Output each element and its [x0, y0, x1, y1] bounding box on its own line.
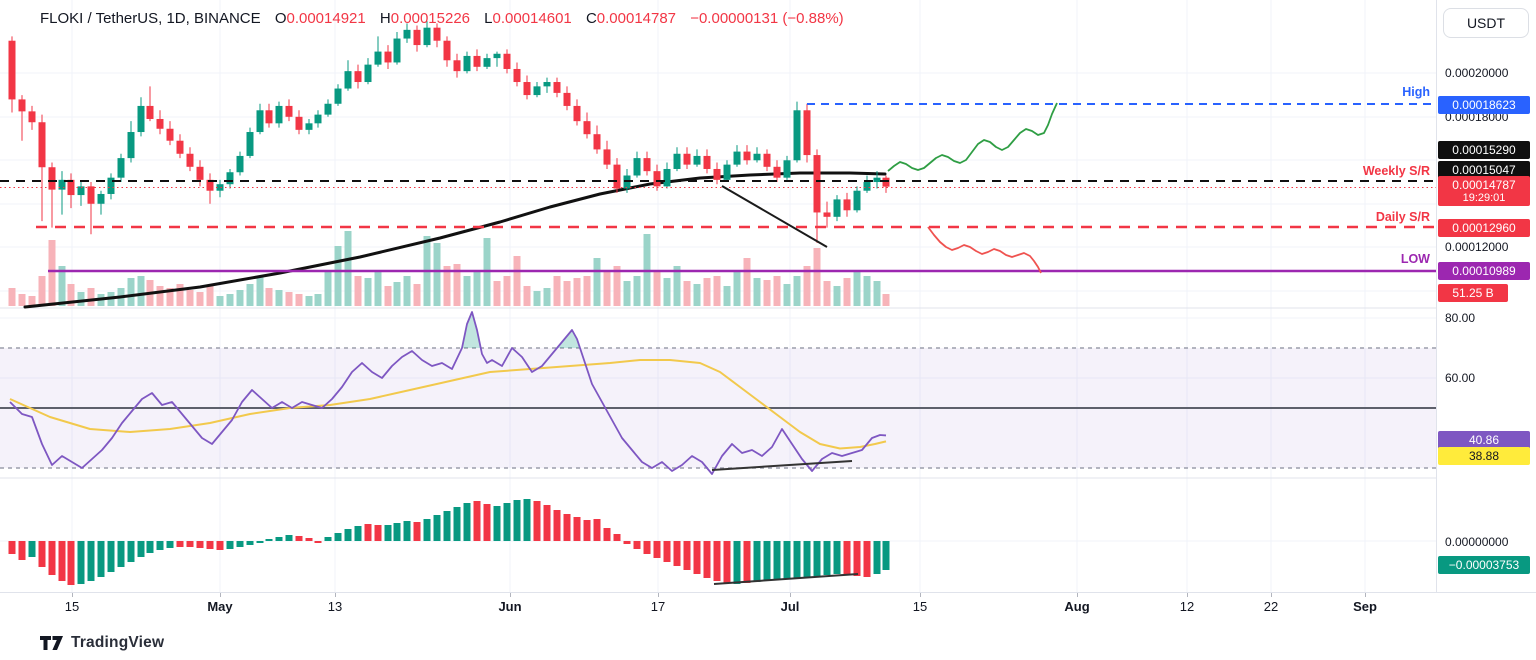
time-label-15: 15 — [912, 599, 928, 614]
ohlc-open-label: O — [274, 10, 287, 27]
price-scale-label: 80.00 — [1445, 311, 1476, 325]
chart-canvas[interactable] — [0, 0, 1536, 592]
time-label-12: 12 — [1179, 599, 1195, 614]
ohlc-open-value: 0.00014921 — [286, 10, 366, 27]
time-label-13: 13 — [327, 599, 343, 614]
time-label-jul: Jul — [780, 599, 800, 614]
tradingview-logo[interactable]: TradingView — [40, 634, 164, 652]
currency-toggle-button[interactable]: USDT — [1443, 8, 1529, 38]
volume-bars — [8, 231, 890, 306]
time-label-jun: Jun — [498, 599, 522, 614]
time-label-17: 17 — [650, 599, 666, 614]
price-scale-badge: 0.00012960 — [1438, 219, 1530, 237]
time-tick — [510, 593, 511, 597]
price-scale-badge: 38.88 — [1438, 447, 1530, 465]
time-label-22: 22 — [1263, 599, 1279, 614]
rsi-trendline[interactable] — [711, 460, 853, 471]
bullish-projection-path[interactable] — [887, 102, 1058, 172]
price-scale-border — [1436, 0, 1437, 592]
time-tick — [658, 593, 659, 597]
rsi-overbought-fill — [462, 312, 481, 348]
price-scale-label: 60.00 — [1445, 371, 1476, 385]
ma-curve — [23, 171, 887, 309]
currency-label: USDT — [1466, 15, 1506, 31]
level-lines[interactable] — [0, 103, 1436, 273]
time-tick — [1187, 593, 1188, 597]
price-scale[interactable]: 0.000200000.000180000.000120000.00010000… — [1437, 0, 1536, 592]
level-label-high: High — [1402, 85, 1430, 99]
time-label-15: 15 — [64, 599, 80, 614]
tradingview-brand-text: TradingView — [71, 634, 165, 651]
time-tick — [220, 593, 221, 597]
descending-trendline[interactable] — [721, 185, 828, 248]
time-label-aug: Aug — [1064, 599, 1090, 614]
ohlc-high-value: 0.00015226 — [390, 10, 470, 27]
level-label-weekly-s-r: Weekly S/R — [1362, 164, 1430, 178]
price-scale-label: 0.00000000 — [1445, 535, 1509, 549]
time-tick — [920, 593, 921, 597]
level-label-low: LOW — [1400, 252, 1430, 266]
candlesticks — [8, 21, 890, 243]
price-scale-badge: −0.00003753 — [1438, 556, 1530, 574]
rsi-band — [0, 347, 1436, 469]
price-scale-label: 0.00012000 — [1445, 240, 1509, 254]
ohlc-low-value: 0.00014601 — [492, 10, 572, 27]
rsi-line — [9, 311, 887, 475]
time-tick — [1271, 593, 1272, 597]
price-scale-badge: 0.00015047 — [1438, 161, 1530, 179]
bearish-projection-path[interactable] — [927, 226, 1042, 274]
rsi-ma-line — [9, 359, 887, 450]
attribution-bar: TradingView — [0, 622, 1536, 660]
ohlc-high-label: H — [379, 10, 391, 27]
time-tick — [72, 593, 73, 597]
symbol-header: FLOKI / TetherUS, 1D, BINANCE O0.0001492… — [40, 10, 844, 27]
time-label-may: May — [207, 599, 233, 614]
price-scale-badge: 0.00010989 — [1438, 262, 1530, 280]
time-tick — [335, 593, 336, 597]
time-scale[interactable]: 15 May 13 Jun 17 Jul 15 Aug 12 22 Sep — [0, 592, 1536, 623]
time-tick — [1365, 593, 1366, 597]
price-scale-badge: 0.00015290 — [1438, 141, 1530, 159]
level-label-daily-s-r: Daily S/R — [1375, 210, 1430, 224]
time-label-sep: Sep — [1353, 599, 1377, 614]
change-value: −0.00000131 (−0.88%) — [690, 10, 844, 27]
price-scale-label: 0.00020000 — [1445, 66, 1509, 80]
ohlc-low-label: L — [484, 10, 493, 27]
price-scale-badge: 0.00014787 19:29:01 — [1438, 176, 1530, 206]
price-scale-badge: 40.86 — [1438, 431, 1530, 449]
macd-trendline[interactable] — [713, 573, 859, 585]
ohlc-close-value: 0.00014787 — [596, 10, 677, 27]
tradingview-mark-icon — [40, 636, 63, 650]
macd-histogram — [8, 499, 890, 585]
time-tick — [790, 593, 791, 597]
time-tick — [1077, 593, 1078, 597]
price-scale-badge: 0.00018623 — [1438, 96, 1530, 114]
price-scale-badge: 51.25 B — [1438, 284, 1508, 302]
symbol-title: FLOKI / TetherUS, 1D, BINANCE — [40, 10, 261, 27]
ohlc-close-label: C — [585, 10, 597, 27]
